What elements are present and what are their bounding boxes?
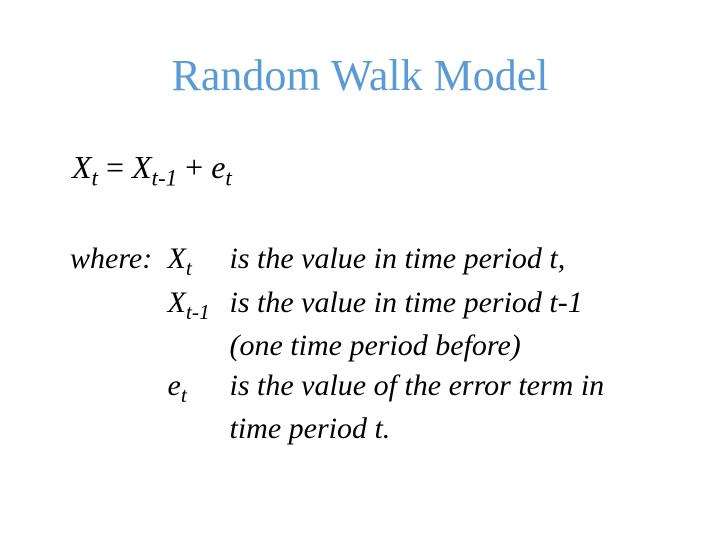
eq-lhs-var: X: [72, 149, 92, 185]
def-sym-1: Xt-1: [168, 283, 230, 327]
def-row-1: Xt-1 is the value in time period t-1: [168, 283, 605, 327]
def-sym-2: et: [168, 366, 230, 410]
eq-plus: +: [177, 149, 211, 185]
slide-title: Random Walk Model: [70, 50, 650, 101]
def-desc-0: is the value in time period t,: [230, 239, 566, 279]
eq-rhs2-sub: t: [225, 164, 231, 190]
def-cont-2: time period t.: [230, 412, 391, 445]
def-sym-var-1: X: [168, 286, 186, 319]
def-sym-sub-1: t-1: [186, 300, 210, 324]
def-desc-1: is the value in time period t-1: [230, 283, 583, 323]
def-sym-sub-2: t: [181, 383, 187, 407]
definitions: Xt is the value in time period t, Xt-1 i…: [168, 239, 605, 449]
eq-rhs1-var: X: [132, 149, 152, 185]
def-sym-sub-0: t: [186, 256, 192, 280]
def-desc-2: is the value of the error term in: [230, 366, 605, 406]
eq-rhs1-sub: t-1: [152, 164, 178, 190]
def-sym-var-2: e: [168, 369, 181, 402]
def-sym-var-0: X: [168, 242, 186, 275]
main-equation: Xt = Xt-1 + et: [72, 149, 650, 191]
def-row-0: Xt is the value in time period t,: [168, 239, 605, 283]
def-cont-1: (one time period before): [230, 329, 521, 362]
where-block: where: Xt is the value in time period t,…: [70, 239, 650, 449]
eq-equals: =: [98, 149, 132, 185]
eq-rhs2-var: e: [211, 149, 225, 185]
slide: Random Walk Model Xt = Xt-1 + et where: …: [0, 0, 720, 540]
def-sym-0: Xt: [168, 239, 230, 283]
def-row-2: et is the value of the error term in: [168, 366, 605, 410]
where-label: where:: [70, 239, 160, 279]
